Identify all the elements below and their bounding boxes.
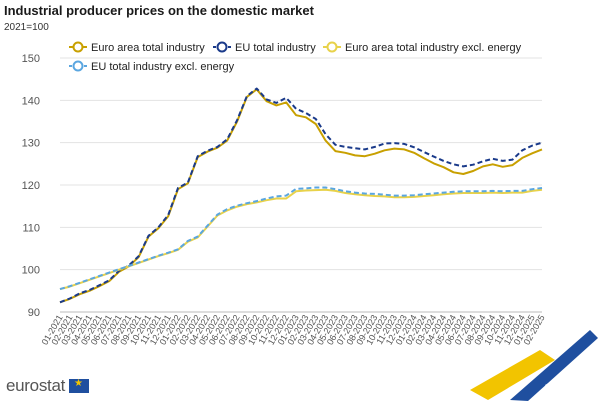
eurostat-swoosh [470,330,598,401]
x-axis-ticks: 01-202102-202103-202104-202105-202106-20… [40,313,547,347]
eurostat-logo: eurostat [6,376,90,396]
legend-marker-icon [326,41,338,53]
y-tick-label: 130 [22,138,40,150]
y-axis-ticks: 90 100 110 120 130 140 150 [22,53,40,319]
legend-marker-icon [72,60,84,72]
legend-item-1[interactable]: EU total industry [213,41,316,54]
legend-item-0[interactable]: Euro area total industry [69,41,205,54]
legend-label: EU total industry [235,42,316,54]
legend-label: Euro area total industry excl. energy [345,42,522,54]
series-line-2 [59,188,543,291]
series-lines [59,87,543,304]
legend-marker-icon [216,41,228,53]
legend-item-3[interactable]: EU total industry excl. energy [69,60,235,73]
series-line-0 [59,88,543,304]
y-tick-label: 110 [22,222,40,234]
series-line-3 [59,186,543,291]
legend-item-2[interactable]: Euro area total industry excl. energy [323,41,522,54]
y-tick-label: 140 [22,95,40,107]
series-line-1 [59,87,543,304]
y-tick-label: 150 [22,53,40,65]
y-tick-label: 100 [22,265,40,277]
gridlines [60,57,542,313]
legend-label: Euro area total industry [91,42,205,54]
eu-flag-icon [69,378,90,393]
legend: Euro area total industry EU total industr… [69,41,522,73]
legend-marker-icon [72,41,84,53]
legend-label: EU total industry excl. energy [91,61,235,73]
chart-title: Industrial producer prices on the domest… [4,3,314,18]
logo-text: eurostat [6,376,66,395]
y-tick-label: 90 [28,307,40,319]
unit-label: 2021=100 [4,22,49,33]
y-tick-label: 120 [22,180,40,192]
